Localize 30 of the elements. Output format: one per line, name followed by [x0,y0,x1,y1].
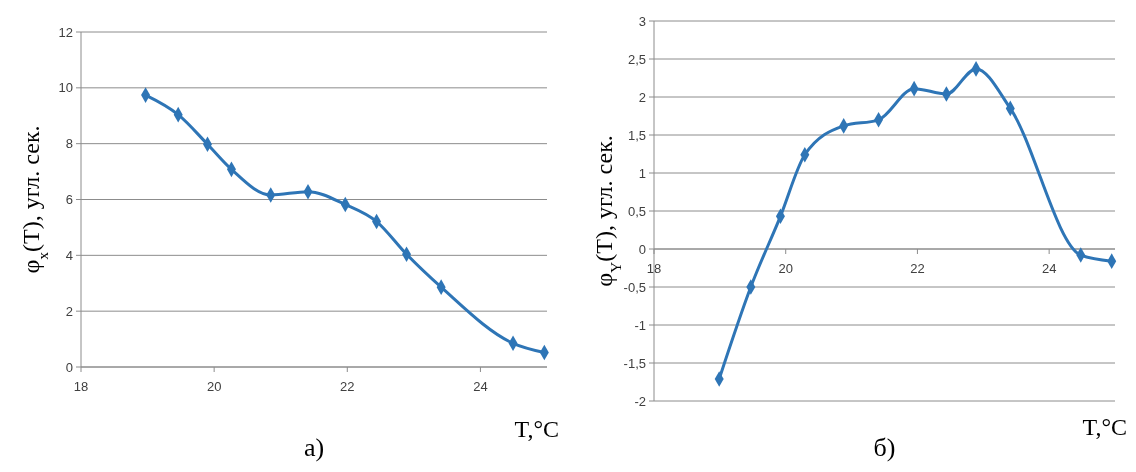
y-tick-label: 0,5 [627,203,646,219]
x-tick-label: 22 [910,261,925,276]
text: а) [303,433,325,462]
x-tick-label: 24 [473,379,488,394]
y-tick-label: -2 [634,393,646,409]
y-tick-label: 2 [65,303,73,319]
x-tick-label: 18 [73,379,89,394]
y-tick-label: 2,5 [627,51,646,67]
y-tick-label: 8 [65,136,73,152]
x-tick-label: 20 [206,379,222,394]
y-tick-label: 2 [638,89,646,105]
y-tick-label: 10 [58,80,73,96]
y-tick-label: 3 [638,13,646,29]
y-tick-label: -1,5 [623,355,646,371]
y-tick-label: 1,5 [627,127,646,143]
x-axis-title: T,°C [1082,414,1127,440]
y-tick-label: 12 [58,24,73,40]
y-tick-label: -0,5 [623,279,646,295]
text: б) [873,433,896,462]
y-tick-label: 0 [65,359,73,375]
y-tick-label: 0 [638,241,646,257]
y-tick-label: 4 [65,247,73,263]
x-tick-label: 18 [646,261,662,276]
x-axis-title: T,°C [514,416,559,442]
y-tick-label: -1 [634,317,646,333]
y-tick-label: 6 [65,192,73,208]
y-tick-label: 1 [638,165,646,181]
x-tick-label: 22 [340,379,355,394]
x-tick-label: 20 [778,261,793,276]
x-tick-label: 24 [1041,261,1057,276]
